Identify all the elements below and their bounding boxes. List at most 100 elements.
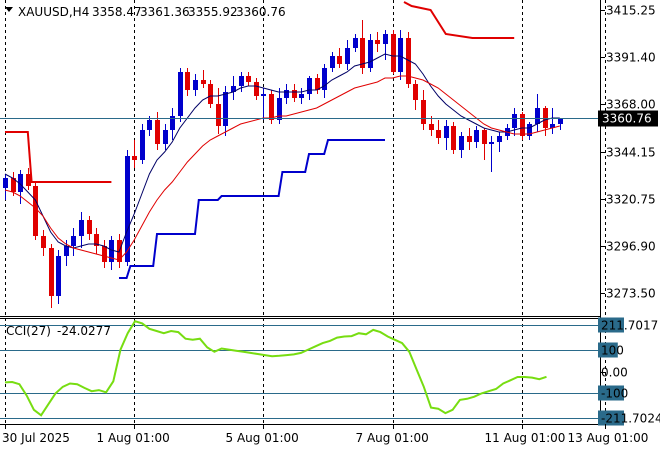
candle-body: [277, 98, 282, 120]
header-low: 3355.92: [188, 5, 238, 19]
candle-body: [512, 114, 517, 128]
candle-body: [208, 84, 213, 104]
candle-body: [64, 246, 69, 256]
time-label: 1 Aug 01:00: [97, 431, 170, 445]
candle: [436, 120, 441, 144]
cci-axis: 211.7017 100 0.00 -100 -211.7024: [598, 317, 660, 426]
price-label: 3273.50: [606, 287, 656, 301]
candle-body: [489, 142, 494, 144]
candle-body: [406, 38, 411, 84]
dropdown-triangle-icon[interactable]: [5, 7, 13, 12]
price-axis: 3415.25 3391.40 3368.00 3344.15 3320.75 3296.…: [600, 4, 656, 301]
cci-tick-label: 211.7017: [601, 319, 658, 333]
symbol-header: XAUUSD,H4 3358.47 3361.36 3355.92 3360.7…: [5, 5, 286, 19]
price-label: 3296.90: [606, 240, 656, 254]
candle-body: [26, 174, 31, 186]
candle: [322, 64, 327, 98]
candle-body: [102, 246, 107, 262]
candle-body: [261, 94, 266, 96]
header-symbol: XAUUSD,H4: [18, 5, 89, 19]
fast-moving-average: [4, 53, 560, 253]
candle-body: [474, 130, 479, 142]
candle-body: [284, 90, 289, 98]
candle-body: [216, 104, 221, 126]
candle-body: [292, 90, 297, 98]
candle: [56, 250, 61, 304]
candle-body: [94, 234, 99, 246]
candle: [474, 126, 479, 148]
candle-body: [41, 236, 46, 248]
cci-tick-box: [598, 410, 624, 426]
candle-body: [383, 34, 388, 44]
candle: [140, 124, 145, 164]
candle-body: [459, 136, 464, 150]
candle-body: [527, 124, 532, 136]
candle-body: [132, 156, 137, 160]
candle: [368, 34, 373, 72]
candle-body: [178, 72, 183, 116]
candle: [102, 240, 107, 268]
candle: [3, 174, 8, 200]
candle: [421, 90, 426, 130]
candle: [444, 120, 449, 150]
candle-body: [398, 38, 403, 72]
candle: [337, 48, 342, 68]
candle: [535, 94, 540, 132]
cci-tick-label: 100: [601, 344, 624, 358]
header-open: 3358.47: [92, 5, 142, 19]
candle-body: [56, 256, 61, 296]
candle-body: [11, 178, 16, 192]
candle-body: [345, 48, 350, 64]
cci-line: [4, 320, 547, 417]
candle: [231, 76, 236, 100]
candle-body: [170, 116, 175, 130]
candle: [360, 20, 365, 74]
candle: [26, 168, 31, 190]
cci-tick-label: -211.7024: [601, 412, 660, 426]
candle: [489, 136, 494, 172]
price-label: 3391.40: [606, 51, 656, 65]
candle: [87, 216, 92, 240]
candle-body: [391, 34, 396, 72]
candle-body: [79, 220, 84, 236]
cci-value: -24.0277: [57, 324, 111, 338]
cci-tick-label: -100: [601, 387, 628, 401]
candle-body: [33, 186, 38, 236]
candle-body: [535, 108, 540, 124]
candle-body: [246, 76, 251, 82]
candle: [178, 68, 183, 122]
candle-body: [201, 80, 206, 84]
time-label: 7 Aug 01:00: [356, 431, 429, 445]
stop-lines: [5, 1, 515, 279]
candle: [170, 108, 175, 140]
candle: [185, 68, 190, 96]
time-label: 13 Aug 01:00: [568, 431, 649, 445]
candle: [482, 128, 487, 160]
candle: [315, 74, 320, 94]
header-high: 3361.36: [140, 5, 190, 19]
candle-body: [87, 220, 92, 234]
candle: [550, 108, 555, 134]
candle-body: [429, 124, 434, 130]
red-stop-line: [5, 131, 112, 183]
candle: [163, 124, 168, 150]
candle: [413, 80, 418, 110]
candle: [398, 30, 403, 80]
candle: [391, 30, 396, 74]
blue-stop-line: [119, 139, 385, 279]
candle-body: [360, 38, 365, 68]
candle-body: [368, 40, 373, 68]
red-stop-line: [403, 1, 515, 39]
candle: [254, 78, 259, 100]
header-close: 3360.76: [236, 5, 286, 19]
candle-body: [163, 130, 168, 144]
candle: [193, 74, 198, 96]
candle: [284, 84, 289, 104]
candle-body: [497, 136, 502, 142]
candle-body: [125, 156, 130, 262]
time-label: 30 Jul 2025: [2, 431, 70, 445]
candle-body: [239, 76, 244, 86]
candle: [71, 228, 76, 256]
candle-body: [315, 78, 320, 90]
